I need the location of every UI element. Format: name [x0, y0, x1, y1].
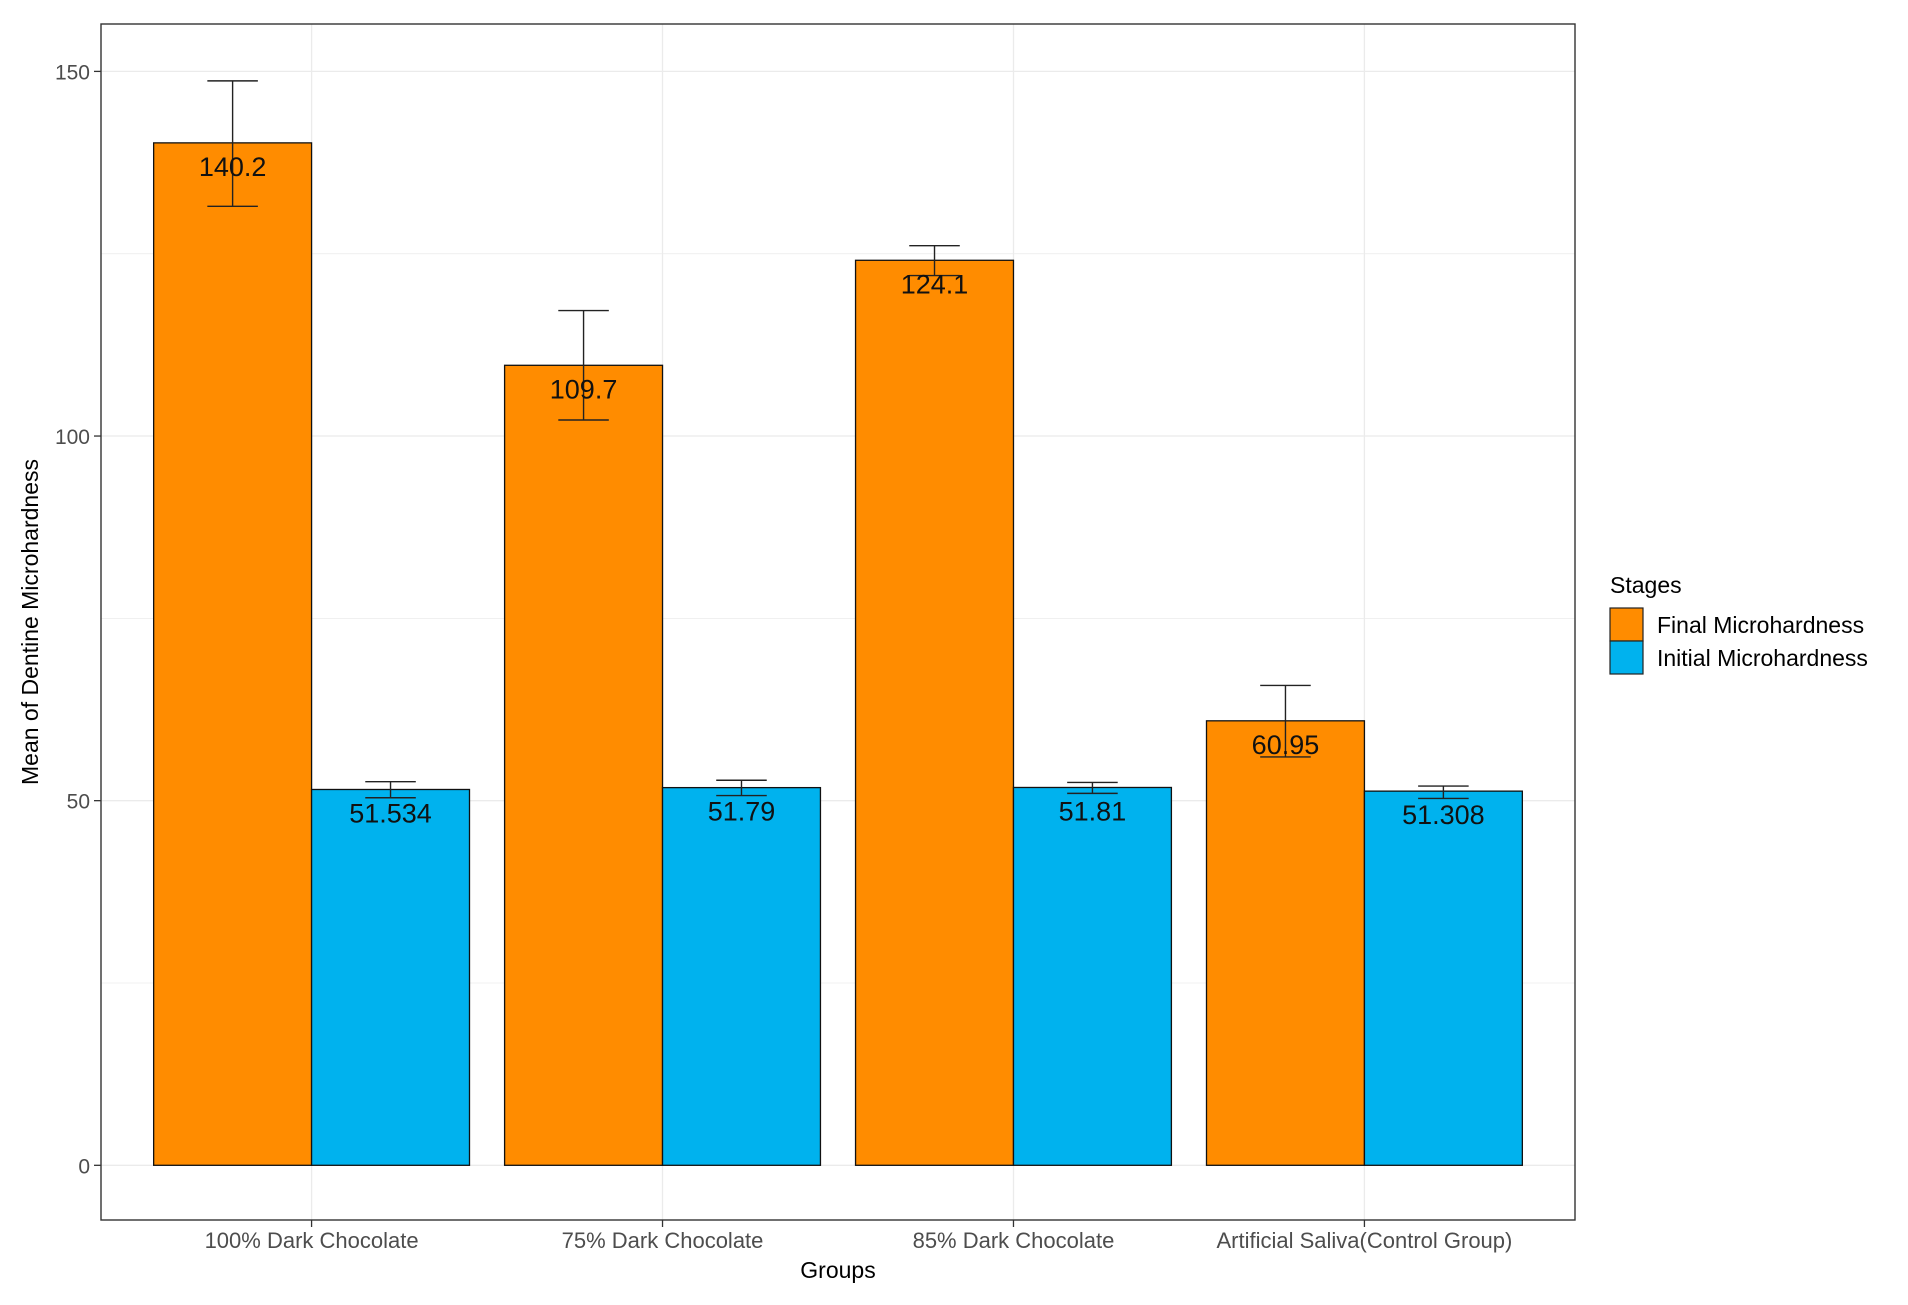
data-label: 51.534	[349, 798, 432, 828]
data-label: 109.7	[550, 374, 618, 404]
y-tick-label: 150	[55, 61, 90, 84]
legend-label-initial: Initial Microhardness	[1657, 645, 1868, 671]
data-label: 51.79	[708, 797, 776, 827]
y-axis-title: Mean of Dentine Microhardness	[17, 459, 43, 785]
legend-swatch-initial	[1609, 640, 1644, 675]
bar-final-0	[152, 142, 313, 1166]
data-labels-layer: 140.2 109.7 124.1 60.95 51.534 51.79 51.81 51.3…	[199, 152, 1485, 830]
legend: Stages Final Microhardness Initial Micro…	[1609, 572, 1868, 675]
bar-final-1	[503, 364, 664, 1166]
bar-initial-3	[1363, 790, 1524, 1166]
data-label: 60.95	[1252, 730, 1320, 760]
legend-title: Stages	[1610, 572, 1682, 598]
y-tick-label: 50	[67, 791, 90, 814]
bar-initial-2	[1012, 786, 1173, 1166]
data-label: 124.1	[901, 269, 969, 299]
data-label: 51.308	[1402, 800, 1485, 830]
x-tick-label: 75% Dark Chocolate	[562, 1228, 764, 1253]
y-tick-label: 0	[78, 1155, 90, 1178]
x-tick-label: Artificial Saliva(Control Group)	[1216, 1228, 1512, 1253]
data-label: 140.2	[199, 152, 267, 182]
axis-layer: 0 50 100 150 100% Dark Chocolate 75% Dark Cho…	[55, 61, 1512, 1253]
data-label: 51.81	[1059, 796, 1127, 826]
bar-initial-1	[661, 786, 822, 1166]
error-bars-layer	[207, 80, 1469, 800]
x-tick-label: 100% Dark Chocolate	[205, 1228, 419, 1253]
y-tick-label: 100	[55, 426, 90, 449]
legend-label-final: Final Microhardness	[1657, 612, 1864, 638]
plot-border	[100, 23, 1576, 1221]
x-tick-label: 85% Dark Chocolate	[913, 1228, 1115, 1253]
bars-layer	[152, 142, 1524, 1166]
legend-swatch-final	[1609, 607, 1644, 642]
bar-initial-0	[310, 788, 471, 1166]
x-axis-title: Groups	[800, 1257, 875, 1283]
bar-final-3	[1205, 720, 1366, 1166]
bar-final-2	[854, 259, 1015, 1166]
